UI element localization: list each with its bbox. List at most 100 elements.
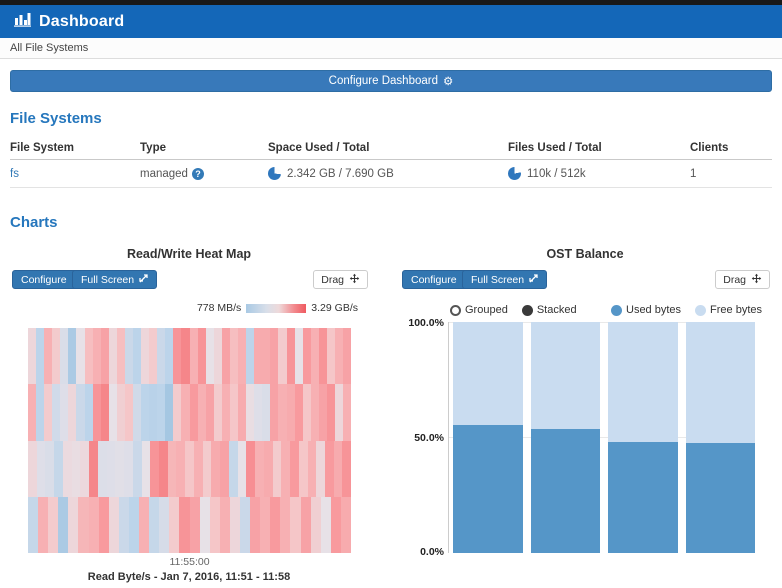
heatmap-cell[interactable] — [28, 496, 39, 553]
heatmap-cell[interactable] — [98, 496, 109, 553]
heatmap-cell[interactable] — [157, 384, 166, 441]
ost-drag-handle[interactable]: Drag — [715, 270, 770, 289]
heatmap-cell[interactable] — [239, 496, 251, 553]
heatmap-cell[interactable] — [246, 440, 256, 497]
heatmap-cell[interactable] — [84, 328, 93, 385]
heatmap-cell[interactable] — [270, 328, 279, 385]
heatmap-cell[interactable] — [173, 328, 182, 385]
ost-bar[interactable] — [530, 322, 600, 553]
heatmap-cell[interactable] — [229, 328, 239, 385]
heatmap-cell[interactable] — [310, 328, 319, 385]
heatmap-cell[interactable] — [76, 328, 85, 385]
heatmap-cell[interactable] — [197, 384, 206, 441]
heatmap-cell[interactable] — [193, 440, 203, 497]
heatmap-cell[interactable] — [159, 440, 168, 497]
heatmap-cell[interactable] — [68, 384, 77, 441]
heatmap-cell[interactable] — [118, 496, 129, 553]
heatmap-cell[interactable] — [159, 496, 170, 553]
heatmap-cell[interactable] — [342, 440, 352, 497]
bar-free-segment[interactable] — [685, 322, 755, 444]
heatmap-cell[interactable] — [237, 440, 247, 497]
heatmap-cell[interactable] — [318, 384, 327, 441]
heatmap-cell[interactable] — [220, 440, 229, 497]
heatmap-cell[interactable] — [298, 440, 308, 497]
heatmap-cell[interactable] — [60, 384, 69, 441]
heatmap-cell[interactable] — [228, 440, 238, 497]
heatmap-cell[interactable] — [132, 440, 142, 497]
heatmap-cell[interactable] — [263, 440, 273, 497]
file-system-link[interactable]: fs — [10, 167, 19, 180]
heatmap-cell[interactable] — [189, 496, 200, 553]
heatmap-cell[interactable] — [139, 496, 150, 553]
heatmap-cell[interactable] — [157, 328, 166, 385]
heatmap-cell[interactable] — [189, 384, 198, 441]
heatmap-cell[interactable] — [28, 328, 37, 385]
bar-free-segment[interactable] — [453, 322, 523, 425]
heatmap-cell[interactable] — [213, 328, 222, 385]
heatmap-cell[interactable] — [176, 440, 186, 497]
heatmap-cell[interactable] — [124, 328, 134, 385]
heatmap-cell[interactable] — [205, 384, 214, 441]
bar-free-segment[interactable] — [608, 322, 678, 443]
heatmap-cell[interactable] — [205, 328, 214, 385]
ost-bar[interactable] — [685, 322, 755, 553]
heatmap-cell[interactable] — [179, 496, 190, 553]
heatmap-cell[interactable] — [92, 384, 101, 441]
heatmap-cell[interactable] — [108, 384, 117, 441]
heatmap-cell[interactable] — [324, 440, 334, 497]
heatmap-cell[interactable] — [89, 440, 98, 497]
heatmap-cell[interactable] — [54, 440, 63, 497]
heatmap-cell[interactable] — [221, 384, 230, 441]
heatmap-cell[interactable] — [219, 496, 230, 553]
ost-bar[interactable] — [453, 322, 523, 553]
heatmap-cell[interactable] — [333, 440, 343, 497]
heatmap-cell[interactable] — [115, 440, 125, 497]
heatmap-cell[interactable] — [307, 440, 317, 497]
heatmap-cell[interactable] — [262, 384, 271, 441]
heatmap-cell[interactable] — [270, 384, 279, 441]
heatmap-cell[interactable] — [209, 496, 220, 553]
heatmap-cell[interactable] — [254, 328, 263, 385]
heatmap-cell[interactable] — [149, 496, 160, 553]
heatmap-cell[interactable] — [290, 440, 299, 497]
heatmap-cell[interactable] — [80, 440, 90, 497]
heatmap-cell[interactable] — [92, 328, 101, 385]
stacked-bars[interactable] — [453, 322, 755, 553]
heatmap-cell[interactable] — [181, 384, 190, 441]
heatmap-cell[interactable] — [68, 328, 77, 385]
heatmap-cell[interactable] — [213, 384, 222, 441]
heatmap-cell[interactable] — [211, 440, 221, 497]
heatmap-cell[interactable] — [165, 384, 174, 441]
heatmap-cell[interactable] — [286, 384, 295, 441]
heatmap-cell[interactable] — [318, 328, 327, 385]
heatmap-cell[interactable] — [340, 496, 351, 553]
heatmap-cell[interactable] — [84, 384, 93, 441]
heatmap-cell[interactable] — [133, 328, 142, 385]
legend-used-bytes[interactable]: Used bytes — [611, 304, 681, 316]
bar-used-segment[interactable] — [530, 428, 600, 553]
heatmap-cell[interactable] — [106, 440, 116, 497]
heatmap-cell[interactable] — [310, 384, 319, 441]
heatmap-cell[interactable] — [260, 496, 271, 553]
heatmap-cell[interactable] — [108, 496, 119, 553]
bar-used-segment[interactable] — [685, 443, 755, 553]
heatmap-cell[interactable] — [173, 384, 182, 441]
heatmap-cell[interactable] — [133, 384, 142, 441]
heatmap-cell[interactable] — [246, 328, 255, 385]
heatmap-cell[interactable] — [100, 328, 109, 385]
heatmap-cell[interactable] — [97, 440, 107, 497]
heatmap-cell[interactable] — [286, 328, 295, 385]
heatmap-cell[interactable] — [71, 440, 81, 497]
heatmap-cell[interactable] — [262, 328, 271, 385]
heatmap-cell[interactable] — [229, 384, 239, 441]
heatmap-cell[interactable] — [202, 440, 212, 497]
heatmap-cell[interactable] — [334, 384, 344, 441]
heatmap-cell[interactable] — [221, 328, 230, 385]
mode-grouped-option[interactable]: Grouped — [450, 304, 508, 316]
heatmap-cell[interactable] — [334, 328, 344, 385]
heatmap-cell[interactable] — [255, 440, 264, 497]
heatmap-cell[interactable] — [44, 328, 53, 385]
mode-stacked-option[interactable]: Stacked — [521, 304, 577, 316]
heatmap-cell[interactable] — [141, 328, 150, 385]
heatmap-cell[interactable] — [281, 440, 291, 497]
